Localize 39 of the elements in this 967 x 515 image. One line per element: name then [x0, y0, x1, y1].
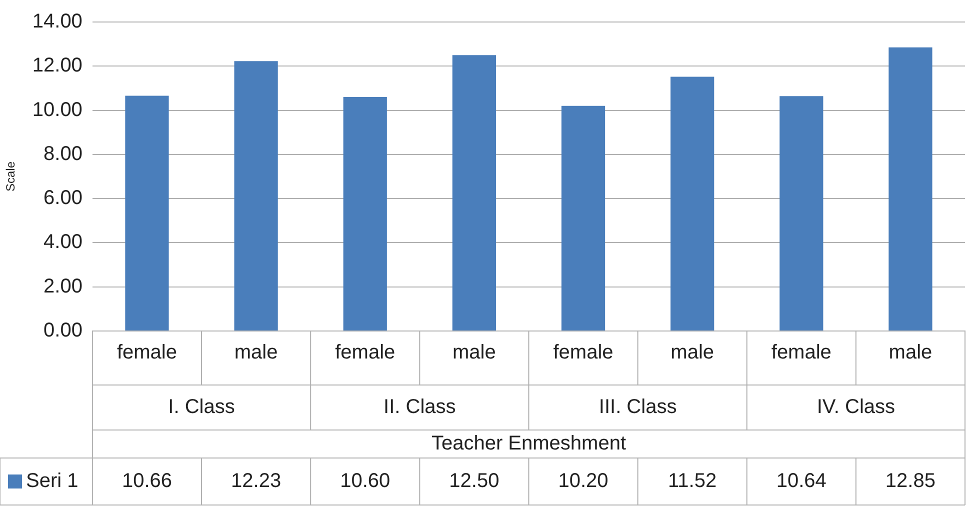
legend-label: Seri 1 — [26, 470, 78, 492]
bar — [125, 96, 169, 330]
data-label: 10.60 — [340, 470, 390, 492]
x-tick-label: female — [335, 342, 396, 364]
x-tick-label: male — [234, 342, 278, 364]
bar — [452, 55, 496, 330]
x-tick-label: male — [888, 342, 932, 364]
bar — [888, 47, 932, 330]
y-axis-title: Scale — [4, 161, 18, 192]
data-label: 10.66 — [122, 470, 172, 492]
x-tick-label: male — [452, 342, 496, 364]
y-tick-label: 6.00 — [44, 187, 82, 210]
y-tick-label: 0.00 — [44, 320, 82, 342]
y-tick-label: 12.00 — [32, 54, 82, 77]
data-label: 10.20 — [558, 470, 608, 492]
data-label: 11.52 — [668, 470, 717, 492]
text: III. Class — [598, 396, 677, 418]
y-tick-label: 14.00 — [32, 10, 82, 33]
y-tick-label: 4.00 — [44, 231, 82, 254]
x-tick-label: female — [771, 342, 832, 364]
data-label: 12.23 — [231, 470, 282, 492]
data-label: 12.85 — [885, 470, 936, 492]
bar — [234, 61, 278, 330]
bar — [343, 97, 387, 330]
data-label: 10.64 — [776, 470, 826, 492]
x-axis-title: Teacher Enmeshment — [431, 432, 626, 455]
text: IV. Class — [816, 396, 896, 418]
x-tick-label: female — [553, 342, 614, 364]
data-label: 12.50 — [449, 470, 500, 492]
x-tick-label: male — [670, 342, 714, 364]
bar — [780, 96, 824, 330]
bar — [561, 106, 606, 330]
text: I. Class — [168, 396, 235, 418]
x-tick-label: female — [116, 342, 177, 364]
y-tick-label: 8.00 — [44, 142, 82, 165]
bar — [670, 76, 714, 330]
y-tick-label: 10.00 — [32, 98, 82, 121]
text: II. Class — [384, 396, 456, 418]
y-tick-label: 2.00 — [44, 275, 82, 298]
